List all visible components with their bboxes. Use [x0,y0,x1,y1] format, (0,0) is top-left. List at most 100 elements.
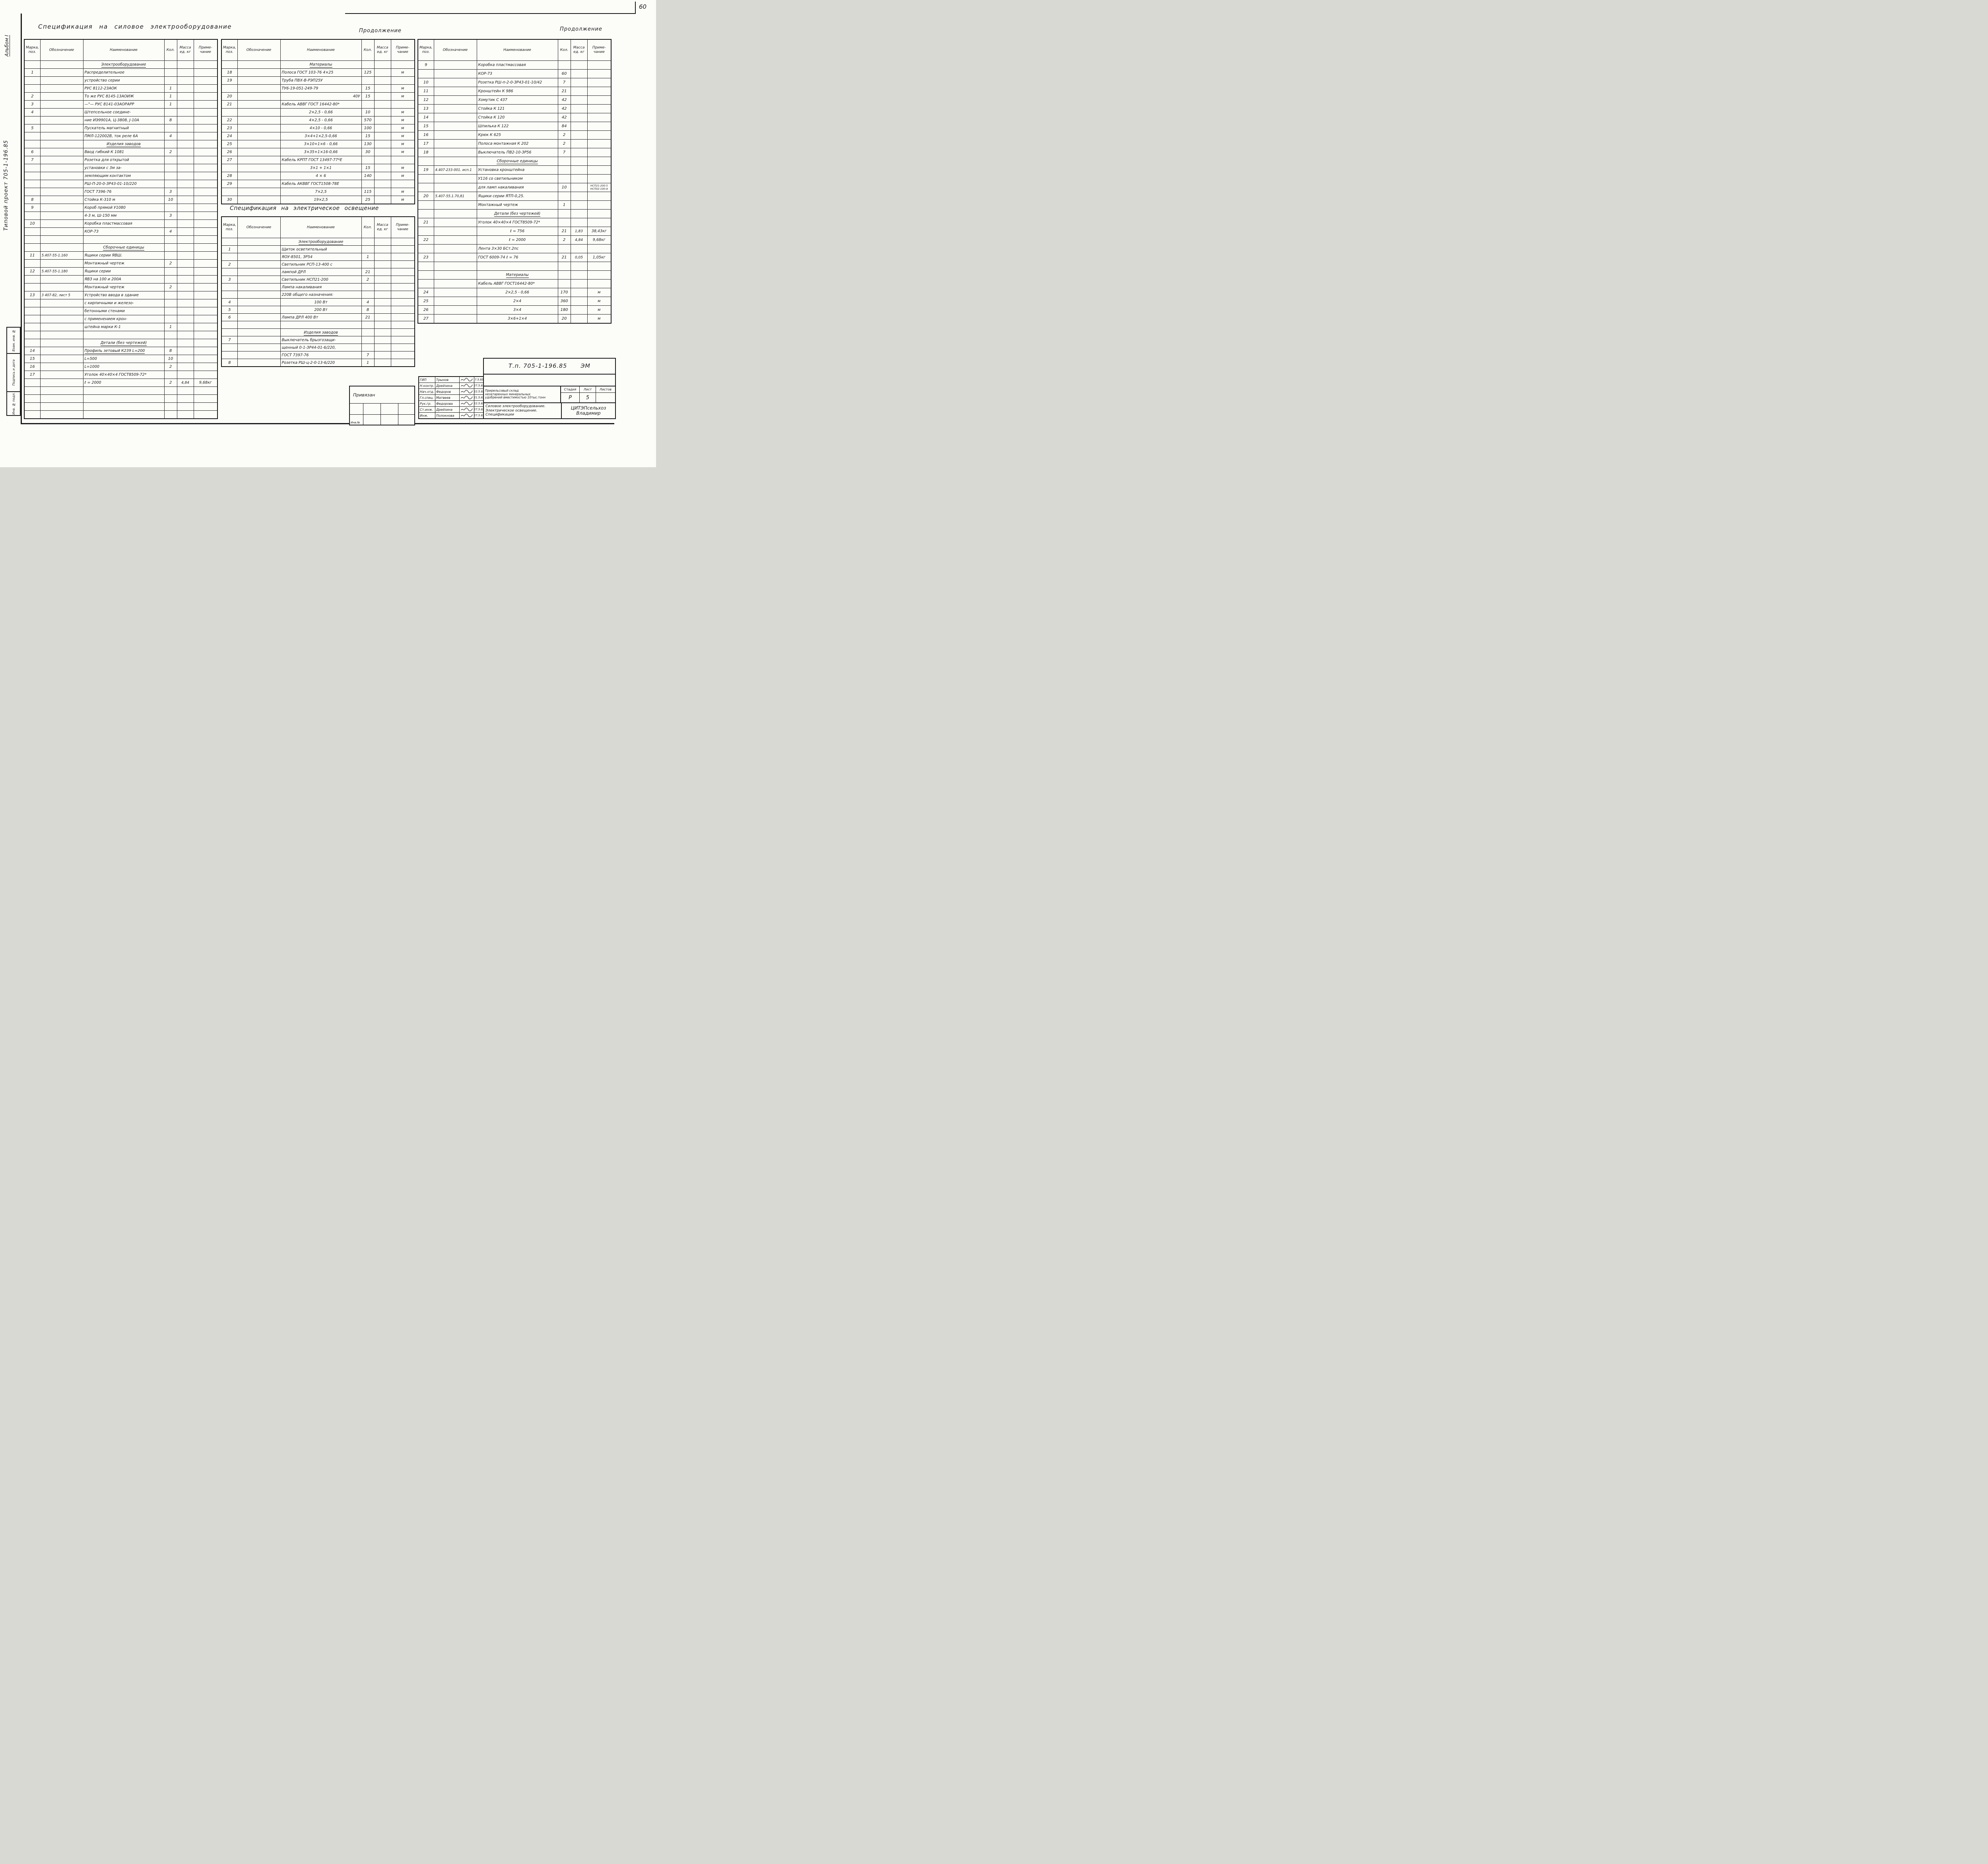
signature-icon [461,384,473,387]
table-cell [433,262,477,271]
table-cell [587,87,612,96]
table-cell: Штепсельное соедине- [83,108,165,116]
table-cell [177,243,194,252]
table-cell: м [390,140,415,148]
table-cell: ГОСТ 7396-76 [83,188,165,196]
table-cell [24,212,41,220]
table-cell [237,313,281,321]
table-cell: 21 [557,87,571,96]
table-cell [40,379,83,387]
column-header: Обозначение [237,39,281,61]
table-cell [374,351,391,359]
table-cell [237,253,281,261]
table-cell [417,174,434,183]
table-cell: 125 [361,68,375,77]
table-cell: НСП21-200-5 НСП02-100-А [587,183,612,192]
table-cell: с применением крон- [83,315,165,323]
signature-row: Рук.гр.Федорова 22.5.85 [419,400,484,406]
table-cell: 2×2,5 - 0,66 [476,288,558,297]
table-cell [570,113,588,122]
table-row: 19 Труба ПВХ-В-РЭП25У [221,76,415,85]
table-cell [177,410,194,419]
table-cell: 7 [361,351,375,359]
table-cell [193,323,218,331]
table-cell [433,130,477,140]
column-header: Наименование [83,39,165,61]
table-cell: Щиток осветительный [280,245,362,253]
table-cell [587,209,612,218]
table-cell: Стойка К-310 м [83,196,165,204]
table-cell [193,100,218,109]
column-header: Наименование [280,39,362,61]
table-row: 1 Распределительное [24,68,218,77]
table-cell: 14 [24,347,41,355]
table-cell [83,235,165,244]
table-row: Лампа накаливания [221,283,415,291]
table-cell [570,130,588,140]
table-cell [374,140,391,148]
table-cell [177,402,194,411]
signature-date: 27.5.85 [474,414,484,417]
table-cell [221,253,238,261]
column-header: Наименование [476,39,558,61]
table-cell: м [390,196,415,204]
table-cell [433,297,477,306]
table-cell: Шпилька К 122 [476,122,558,131]
table-cell: Монтажный чертеж [83,259,165,268]
album-label: Альбом I [4,35,10,57]
table-cell [40,227,83,236]
table-cell [40,132,83,140]
stage-value-row: Р 5 [561,393,615,402]
table-cell [177,204,194,212]
table-cell [221,291,238,299]
signature-date: 22.5.85 [474,390,484,393]
table-cell [433,253,477,262]
table-cell: 19 [221,76,238,85]
table-cell [40,180,83,188]
table-cell: 19 [417,165,434,175]
table-cell: м [587,297,612,306]
table-cell: 18 [221,68,238,77]
table-cell [221,108,238,116]
table-cell [374,268,391,276]
table-cell [177,323,194,331]
table-cell [587,122,612,131]
table-cell [24,235,41,244]
table-cell [24,275,41,283]
table-row: Изделия заводов [24,140,218,148]
table-row: с применением крон- [24,315,218,323]
signature-role: Нач.отд. [419,389,435,394]
table-row: Сборочные единицы [24,243,218,252]
column-header: Марка, поз. [221,216,238,238]
frame-bottom-line [21,423,614,424]
table-cell [177,227,194,236]
table-cell: 3 [164,212,177,220]
table-cell [237,291,281,299]
table-cell: 25 [221,140,238,148]
table-cell [374,336,391,344]
table-cell [193,243,218,252]
empty-strip [484,375,615,386]
table-cell: 6 [24,148,41,156]
table-cell: Лампа накаливания [280,283,362,291]
table-cell: 29 [221,180,238,188]
table-row: Материалы [417,270,612,280]
signature-date: 27.5.85 [474,408,484,411]
table-cell [433,113,477,122]
table-cell: 100 [361,124,375,132]
table-cell [193,275,218,283]
table-cell: 30 [221,196,238,204]
table-cell [40,394,83,403]
table-cell: 10 [164,196,177,204]
table-cell [374,76,391,85]
table-cell: 15 [361,164,375,172]
table-cell: Установка кронштейна [476,165,558,175]
table-cell [374,188,391,196]
table-cell [193,307,218,315]
table-row: 12 5.407-55-1.180 Ящики серии [24,267,218,276]
table-cell [40,196,83,204]
table-cell: 140 [361,172,375,180]
table-cell: Полоса ГОСТ 103-76 4×25 [280,68,362,77]
scanned-spec-sheet: 60 Спецификация на силовое электрооборуд… [0,0,656,467]
table-cell: 15 [361,92,375,101]
